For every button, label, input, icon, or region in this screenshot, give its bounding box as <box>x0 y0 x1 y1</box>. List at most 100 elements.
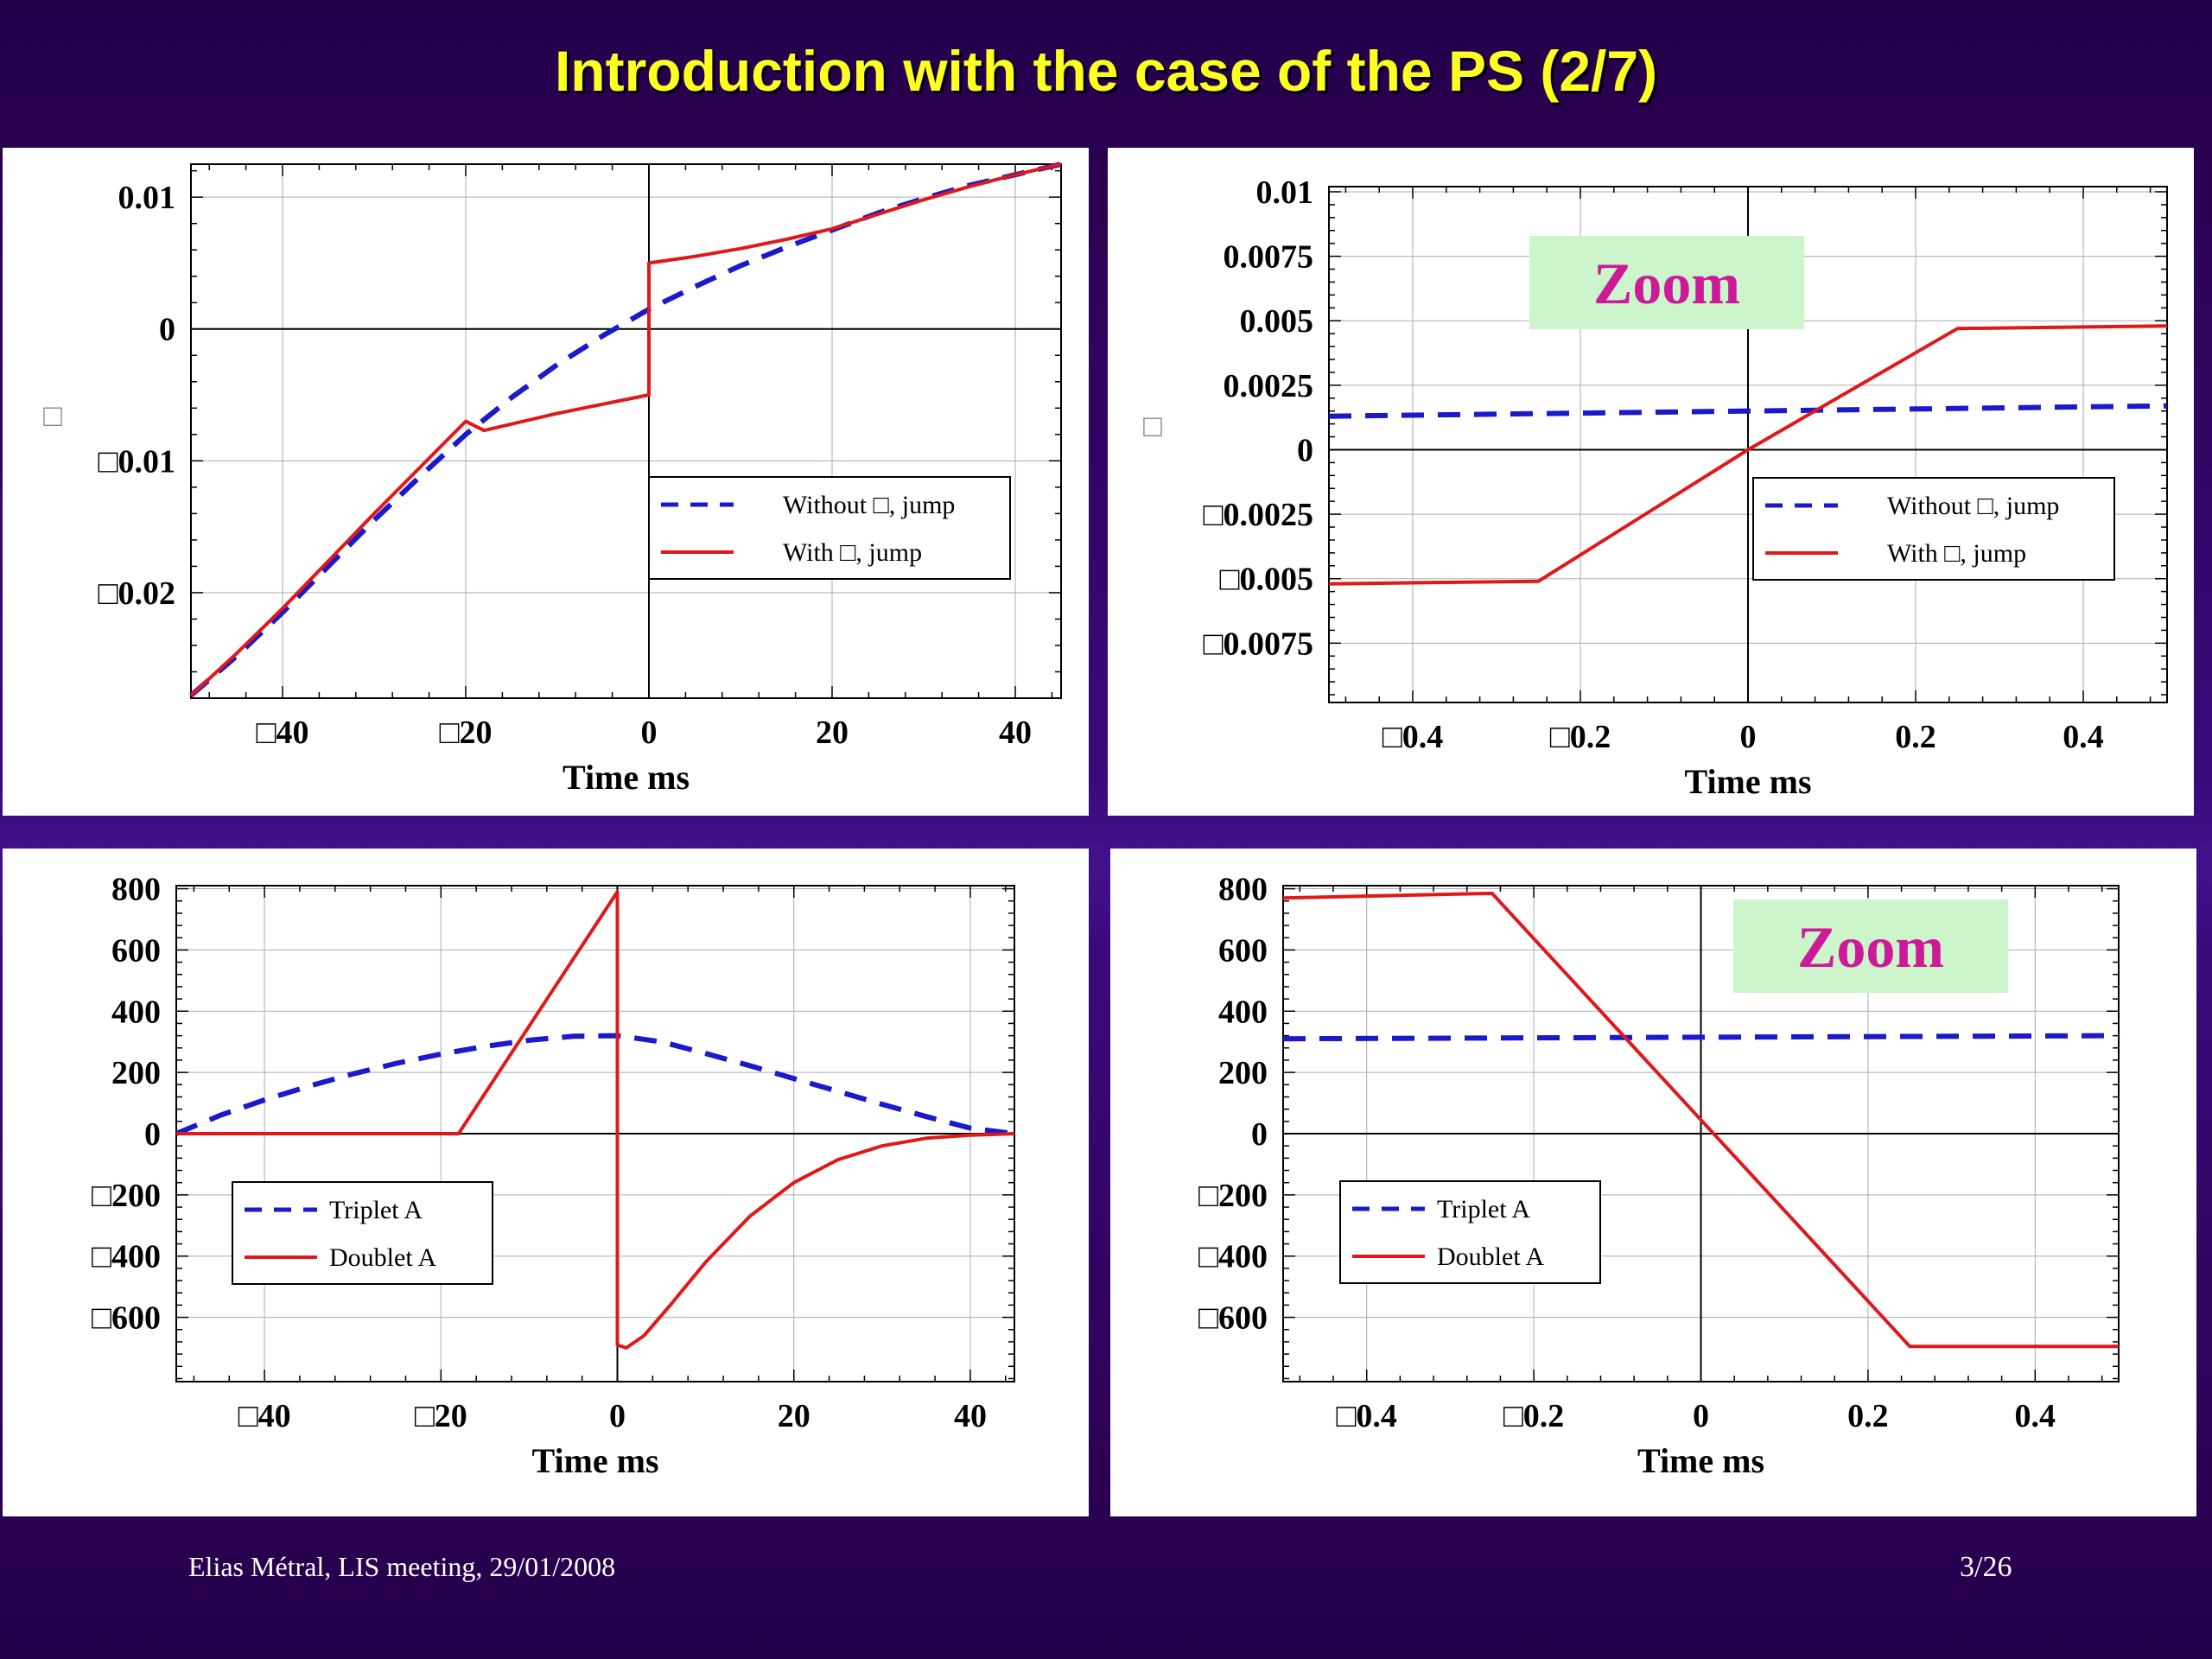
y-tick-label: □200 <box>92 1178 161 1214</box>
legend: Without □, jump With □, jump <box>1752 477 2115 581</box>
legend-label: Doublet A <box>1437 1243 1544 1271</box>
tick-marks <box>191 164 1061 699</box>
zoom-annotation: Zoom <box>1733 899 2008 993</box>
legend-box <box>648 476 1011 580</box>
x-tick-label: 0.2 <box>1847 1398 1889 1434</box>
y-tick-label: 0.01 <box>118 180 176 216</box>
legend-box <box>1752 477 2115 581</box>
y-tick-label: □600 <box>1198 1300 1268 1337</box>
footer-author-date: Elias Métral, LIS meeting, 29/01/2008 <box>188 1551 616 1582</box>
x-tick-label: 20 <box>778 1398 810 1434</box>
legend-label: Doublet A <box>329 1243 436 1272</box>
x-tick-label: 0 <box>1693 1398 1709 1434</box>
legend-label: Triplet A <box>329 1196 423 1224</box>
y-tick-label: □0.0075 <box>1204 626 1313 662</box>
grid <box>191 164 1061 698</box>
series-line-solid <box>176 890 1015 1350</box>
y-tick-label: 800 <box>111 872 161 908</box>
series-line-dashed <box>1328 403 2168 419</box>
y-tick-label: 0.01 <box>1256 175 1314 211</box>
y-tick-label: □0.02 <box>99 575 175 612</box>
zoom-label: Zoom <box>1593 251 1740 316</box>
series-line-dashed <box>175 1033 1015 1136</box>
y-tick-label: 400 <box>1218 994 1268 1030</box>
y-tick-label: 0 <box>159 312 175 348</box>
y-tick-label: 0 <box>1297 432 1313 468</box>
y-tick-label: 400 <box>111 994 161 1030</box>
y-axis-label: □ <box>1143 409 1162 443</box>
chart-top-right: □0.4 □0.2 0 0.2 0.4 0.01 0.0075 0.005 0.0025 0 □0.… <box>1143 175 2168 801</box>
zoom-box <box>1529 236 1804 329</box>
x-axis-label: Time ms <box>563 758 690 797</box>
y-tick-label: □600 <box>92 1300 161 1337</box>
slide-title: Introduction with the case of the PS (2/… <box>554 39 1658 103</box>
y-tick-label: 200 <box>1218 1055 1268 1091</box>
series-line-solid <box>1328 324 2168 586</box>
tick-marks <box>1283 886 2119 1382</box>
y-tick-label: 200 <box>111 1055 161 1091</box>
y-tick-label: □400 <box>1198 1239 1268 1275</box>
x-tick-label: 0.2 <box>1895 719 1936 755</box>
x-tick-label: □20 <box>415 1398 467 1434</box>
tick-marks <box>176 886 1014 1382</box>
series-line-dashed <box>189 162 1062 698</box>
y-tick-label: □0.01 <box>99 443 175 480</box>
footer-page-number: 3/26 <box>1960 1551 2012 1583</box>
legend: Triplet A Doublet A <box>232 1181 493 1285</box>
y-tick-label: 0.0075 <box>1224 239 1314 276</box>
x-tick-label: 0.4 <box>2063 719 2104 755</box>
tick-marks <box>1329 187 2167 702</box>
y-tick-label: 800 <box>1218 872 1268 908</box>
x-tick-label: □0.2 <box>1550 719 1611 755</box>
y-tick-label: 0 <box>144 1116 161 1153</box>
x-tick-label: 20 <box>816 715 849 751</box>
x-tick-label: □40 <box>238 1398 291 1434</box>
x-axis-label: Time ms <box>1684 762 1811 801</box>
legend: Without □, jump With □, jump <box>648 476 1011 580</box>
chart-panel-top-right: □0.4 □0.2 0 0.2 0.4 0.01 0.0075 0.005 0.0025 0 □0.… <box>1108 148 2194 816</box>
x-tick-label: 0 <box>1740 719 1757 755</box>
legend-label: With □, jump <box>783 538 922 567</box>
y-tick-label: 0 <box>1251 1116 1268 1153</box>
chart-panel-top-left: □40 □20 0 20 40 0.01 0 □0.01 □0.02 Time ms □ Withou… <box>3 148 1089 816</box>
chart-panel-bottom-left: □40 □20 0 20 40 800 600 400 200 0 □200 □400 □600 Time… <box>3 849 1089 1516</box>
x-axis-label: Time ms <box>1637 1441 1764 1480</box>
chart-bottom-left: □40 □20 0 20 408006004002000□200□400□600Time… <box>92 872 1015 1480</box>
x-tick-label: 40 <box>954 1398 987 1434</box>
legend: Triplet A Doublet A <box>1339 1180 1601 1284</box>
x-axis-label: Time ms <box>531 1441 658 1480</box>
zoom-box <box>1733 899 2008 993</box>
x-tick-label: □40 <box>257 715 309 751</box>
y-tick-label: □0.0025 <box>1204 497 1313 533</box>
x-tick-label: □20 <box>440 715 493 751</box>
legend-box <box>1339 1180 1601 1284</box>
chart-panel-bottom-right: □0.4 □0.2 0 0.2 0.4 800 600 400 200 0 □200 □400 □600… <box>1110 849 2196 1516</box>
legend-box <box>232 1181 493 1285</box>
x-tick-label: 0 <box>641 715 658 751</box>
y-tick-label: 600 <box>1218 932 1268 969</box>
plot-frame <box>190 163 1062 699</box>
x-tick-label: □0.2 <box>1503 1398 1564 1434</box>
x-tick-label: 0 <box>609 1398 626 1434</box>
series-line-dashed <box>1282 1033 2120 1042</box>
x-tick-label: □0.4 <box>1336 1398 1396 1434</box>
y-tick-label: □200 <box>1198 1178 1268 1214</box>
x-tick-label: □0.4 <box>1382 719 1443 755</box>
chart-bottom-right: □0.4 □0.2 0 0.2 0.4 800 600 400 200 0 □200 □400 □600… <box>1198 872 2120 1480</box>
y-tick-label: 0.005 <box>1240 303 1314 340</box>
chart-top-left: □40 □20 0 20 40 0.01 0 □0.01 □0.02 Time ms □ Withou… <box>43 162 1062 797</box>
y-tick-label: 600 <box>111 932 161 969</box>
series-line-solid <box>189 162 1062 697</box>
x-tick-label: 0.4 <box>2015 1398 2056 1434</box>
x-tick-label: 40 <box>999 715 1032 751</box>
series-line-solid <box>1282 891 2119 1349</box>
zoom-annotation: Zoom <box>1529 236 1804 329</box>
y-tick-label: 0.0025 <box>1224 368 1314 404</box>
legend-label: With □, jump <box>1887 539 2026 568</box>
y-tick-label: □0.005 <box>1220 562 1313 598</box>
legend-label: Without □, jump <box>1887 492 2059 520</box>
legend-label: Triplet A <box>1437 1195 1530 1224</box>
legend-label: Without □, jump <box>783 491 955 519</box>
zoom-label: Zoom <box>1797 914 1944 980</box>
y-axis-label: □ <box>43 398 62 433</box>
